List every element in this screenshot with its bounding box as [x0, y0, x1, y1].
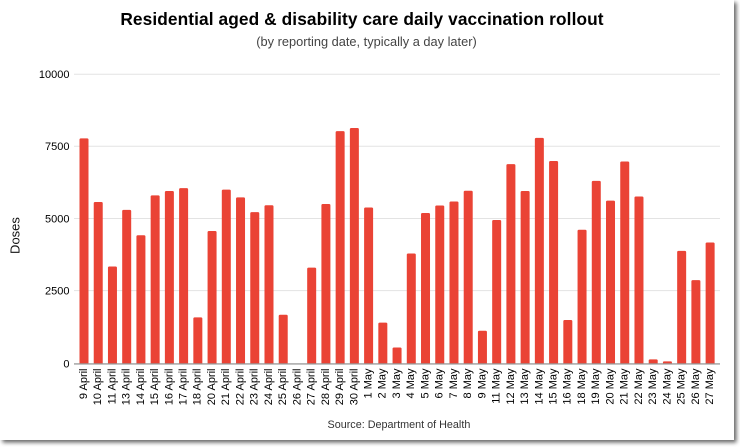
svg-text:13 April: 13 April [121, 369, 133, 406]
svg-text:11 May: 11 May [491, 368, 503, 404]
svg-text:7500: 7500 [45, 141, 69, 153]
svg-text:10 April: 10 April [92, 369, 104, 406]
svg-text:25 May: 25 May [676, 368, 688, 405]
svg-text:23 May: 23 May [647, 368, 659, 405]
svg-text:2 May: 2 May [377, 368, 389, 398]
svg-text:13 May: 13 May [519, 368, 531, 405]
svg-text:18 April: 18 April [192, 369, 204, 406]
svg-text:17 April: 17 April [178, 369, 190, 406]
svg-text:8 May: 8 May [462, 368, 474, 398]
svg-text:16 May: 16 May [562, 368, 574, 405]
svg-text:16 April: 16 April [163, 369, 175, 406]
svg-text:1 May: 1 May [363, 368, 375, 398]
svg-text:9 May: 9 May [476, 368, 488, 398]
svg-text:15 May: 15 May [547, 368, 559, 405]
svg-text:5 May: 5 May [419, 368, 431, 398]
svg-text:9 April: 9 April [78, 369, 90, 400]
svg-text:21 May: 21 May [619, 368, 631, 405]
svg-text:7 May: 7 May [448, 368, 460, 398]
svg-text:27 April: 27 April [306, 369, 318, 406]
svg-text:25 April: 25 April [277, 369, 289, 406]
svg-text:15 April: 15 April [149, 369, 161, 406]
svg-text:3 May: 3 May [391, 368, 403, 398]
svg-text:2500: 2500 [45, 286, 69, 298]
svg-text:27 May: 27 May [704, 368, 716, 405]
svg-text:6 May: 6 May [434, 368, 446, 398]
svg-text:20 April: 20 April [206, 369, 218, 406]
svg-text:4 May: 4 May [405, 368, 417, 398]
svg-text:22 May: 22 May [633, 368, 645, 405]
svg-text:21 April: 21 April [220, 369, 232, 406]
svg-text:30 April: 30 April [348, 369, 360, 406]
svg-text:12 May: 12 May [505, 368, 517, 405]
svg-text:14 April: 14 April [135, 369, 147, 406]
svg-text:23 April: 23 April [249, 369, 261, 406]
svg-text:5000: 5000 [45, 213, 69, 225]
svg-text:20 May: 20 May [604, 368, 616, 405]
svg-text:26 May: 26 May [690, 368, 702, 405]
svg-text:0: 0 [63, 358, 69, 370]
svg-text:29 April: 29 April [334, 369, 346, 406]
svg-text:14 May: 14 May [533, 368, 545, 405]
svg-text:19 May: 19 May [590, 368, 602, 405]
svg-text:28 April: 28 April [320, 369, 332, 406]
svg-text:22 April: 22 April [234, 369, 246, 406]
svg-text:26 April: 26 April [291, 369, 303, 406]
svg-text:18 May: 18 May [576, 368, 588, 405]
svg-text:24 April: 24 April [263, 369, 275, 406]
svg-text:24 May: 24 May [661, 368, 673, 405]
svg-text:11 April: 11 April [106, 369, 118, 405]
svg-text:10000: 10000 [39, 69, 70, 81]
